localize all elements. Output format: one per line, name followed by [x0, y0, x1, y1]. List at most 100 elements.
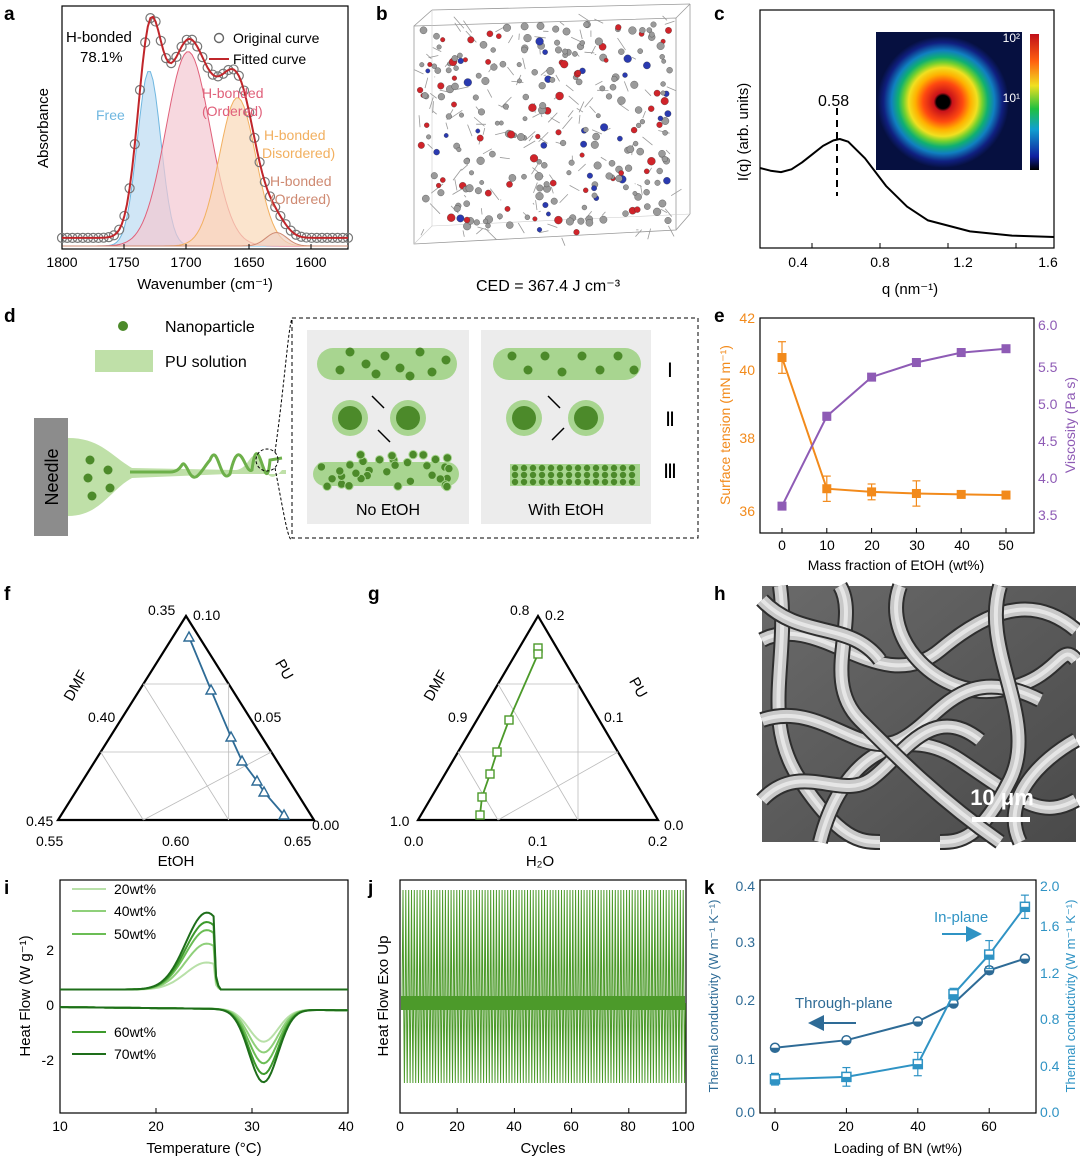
- heating-curve: [60, 911, 348, 991]
- heating-curve: [60, 942, 348, 991]
- atom: [520, 22, 529, 31]
- bond-line: [495, 131, 506, 136]
- atom: [634, 206, 641, 213]
- bond-line: [522, 57, 526, 70]
- atom: [497, 213, 503, 220]
- bond-line: [531, 163, 539, 175]
- atom: [443, 133, 449, 138]
- original-curve-point: [166, 58, 177, 69]
- atom: [658, 150, 666, 158]
- panel-k-through-plane: Through-plane: [795, 995, 893, 1012]
- atom: [643, 61, 651, 70]
- original-curve-point: [275, 210, 286, 222]
- bond-line: [424, 77, 429, 89]
- zoom-box: [291, 317, 699, 539]
- atom: [476, 156, 485, 165]
- panel-a-label-ordered2a: H-bonded: [270, 173, 332, 189]
- atom: [653, 89, 661, 97]
- panel-a-xtick: 1650: [233, 254, 264, 270]
- atom: [465, 184, 474, 193]
- data-point: [822, 484, 832, 494]
- atom: [575, 78, 583, 86]
- cone-particles: [83, 455, 115, 501]
- atom: [622, 210, 629, 217]
- atom: [605, 93, 613, 100]
- panel-d-schematic: [313, 347, 641, 492]
- bond-line: [462, 230, 465, 237]
- panel-e-xtick: 20: [864, 537, 880, 553]
- atom: [463, 216, 471, 224]
- cooling-curve: [59, 1006, 348, 1084]
- panel-a-hb-pct: 78.1%: [80, 49, 123, 66]
- colorbar-top-label: 10²: [1003, 31, 1020, 45]
- atom: [554, 39, 561, 46]
- atom: [549, 77, 556, 83]
- bond-line: [550, 117, 560, 124]
- panel-f-bottom-tick: 0.55: [36, 833, 63, 849]
- panel-g-ternary: [416, 613, 660, 822]
- bond-line: [523, 140, 536, 149]
- atom: [517, 133, 525, 141]
- bond-line: [508, 35, 514, 44]
- atom: [534, 172, 544, 181]
- bond-line: [467, 124, 473, 137]
- atom: [565, 217, 574, 226]
- atom: [453, 65, 459, 71]
- bond-line: [550, 186, 554, 194]
- data-point-half: [1020, 958, 1030, 964]
- panel-f-bottom-tick: 0.60: [162, 833, 189, 849]
- aligned-particle: [574, 463, 583, 472]
- aggregated-particle: [335, 466, 345, 476]
- original-curve-point: [212, 71, 224, 82]
- aligned-particle: [529, 463, 538, 472]
- data-point: [867, 487, 877, 497]
- atom: [504, 206, 511, 212]
- atom: [417, 87, 424, 94]
- bond-line: [457, 86, 469, 90]
- atom: [516, 62, 522, 68]
- panel-g-right-axis: PU: [625, 674, 650, 701]
- atom: [517, 78, 522, 84]
- panel-a-xtick: 1700: [170, 254, 201, 270]
- aligned-particle: [520, 477, 529, 486]
- nanoparticle: [577, 351, 587, 361]
- bond-line: [538, 210, 541, 213]
- zoom-connector-top: [274, 317, 293, 453]
- atom: [535, 133, 541, 140]
- ternary-point: [224, 730, 238, 742]
- force-arrow: [551, 427, 565, 441]
- atom: [437, 93, 445, 101]
- atom: [417, 141, 425, 149]
- original-curve-point: [197, 51, 208, 63]
- panel-d-with-etoh: With EtOH: [528, 502, 604, 519]
- bond-line: [647, 228, 651, 240]
- bond-line: [532, 202, 535, 205]
- aggregated-particle: [405, 476, 416, 486]
- bond-line: [660, 208, 668, 214]
- nanoparticle: [557, 367, 567, 377]
- panel-a-xlabel: Wavenumber (cm⁻¹): [137, 276, 273, 293]
- heating-curve: [60, 929, 348, 991]
- panel-e: 0 10 20 30 40 50 36 38 40 42 3.5 4.0 4.5…: [717, 310, 1078, 573]
- original-curve-point: [290, 229, 302, 240]
- bond-line: [617, 37, 626, 51]
- bond-line: [571, 36, 582, 43]
- bond-line: [601, 211, 606, 216]
- sem-fibers: [756, 581, 1080, 850]
- panel-a-label-disorder-b: Disordered): [262, 145, 335, 161]
- data-point-half: [949, 994, 958, 999]
- panel-j-curve: [399, 889, 687, 1113]
- atom: [445, 67, 452, 74]
- bond-line: [429, 97, 434, 109]
- nanoparticle: [380, 351, 390, 361]
- atom: [482, 218, 489, 224]
- bond-line: [427, 143, 433, 149]
- needle: [34, 418, 68, 536]
- panel-letter-b: b: [376, 4, 388, 25]
- original-curve-point: [280, 219, 291, 230]
- atom: [445, 113, 452, 120]
- panel-j-xtick: 20: [449, 1118, 465, 1134]
- ternary-point: [182, 630, 196, 642]
- atom: [508, 174, 517, 182]
- force-arrow: [547, 395, 561, 409]
